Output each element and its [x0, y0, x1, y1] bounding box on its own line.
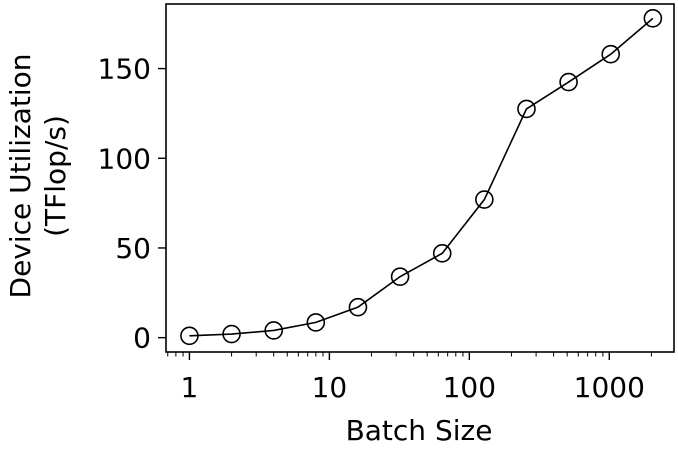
data-point-marker: [517, 99, 536, 119]
series-line: [189, 17, 654, 337]
x-axis-label: Batch Size: [346, 414, 493, 447]
y-tick-label: 100: [98, 142, 151, 175]
series-line-layer: [189, 17, 654, 337]
data-point-marker: [180, 326, 199, 346]
data-point-marker: [432, 244, 452, 263]
x-tick-label: 1: [181, 371, 199, 404]
data-point-marker: [306, 313, 326, 332]
data-point-marker: [348, 297, 368, 317]
data-point-marker: [475, 190, 494, 209]
x-tick-label: 1000: [574, 371, 645, 404]
data-point-marker: [559, 72, 578, 92]
y-tick-label: 0: [133, 322, 151, 355]
x-tick-label: 100: [443, 371, 496, 404]
axis-labels: Batch Size Device Utilization (TFlop/s): [4, 54, 492, 447]
ticks: 0 50 100 150 1 10 100 1000: [98, 53, 652, 404]
y-axis-label-line-2: (TFlop/s): [39, 115, 72, 237]
plot-frame: [165, 3, 675, 353]
axes: [165, 3, 675, 353]
y-tick-label: 50: [115, 232, 151, 265]
y-axis-label-line-1: Device Utilization: [4, 54, 37, 299]
data-point-marker: [643, 9, 663, 28]
data-point-marker: [222, 324, 241, 344]
data-points: [180, 9, 663, 346]
data-point-marker: [601, 44, 621, 64]
data-point-marker: [390, 267, 410, 286]
x-tick-label: 10: [312, 371, 348, 404]
data-point-marker: [264, 321, 283, 340]
y-tick-label: 150: [98, 53, 151, 86]
